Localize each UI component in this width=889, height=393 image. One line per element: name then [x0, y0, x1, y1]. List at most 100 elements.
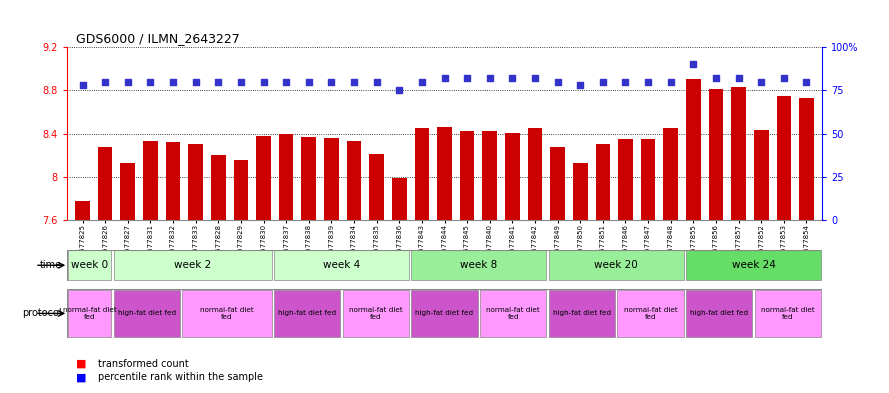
Text: high-fat diet fed: high-fat diet fed — [690, 310, 749, 316]
Bar — [663, 128, 678, 220]
Bar — [98, 147, 113, 220]
Text: week 0: week 0 — [71, 260, 108, 270]
Point — [301, 79, 316, 85]
Text: transformed count: transformed count — [98, 358, 188, 369]
Bar — [182, 290, 272, 337]
Bar — [799, 98, 813, 220]
Point — [347, 79, 361, 85]
Bar — [68, 250, 111, 280]
Point — [709, 75, 723, 81]
Text: week 20: week 20 — [595, 260, 638, 270]
Text: ■: ■ — [76, 372, 86, 382]
Text: high-fat diet fed: high-fat diet fed — [117, 310, 176, 316]
Text: week 24: week 24 — [732, 260, 775, 270]
Point — [234, 79, 248, 85]
Bar — [274, 290, 340, 337]
Bar — [732, 87, 746, 220]
Bar — [641, 139, 655, 220]
Bar — [617, 290, 684, 337]
Bar — [550, 147, 565, 220]
Bar — [301, 137, 316, 220]
Point — [415, 79, 429, 85]
Bar — [505, 132, 520, 220]
Text: high-fat diet fed: high-fat diet fed — [553, 310, 611, 316]
Bar — [755, 290, 821, 337]
Point — [619, 79, 633, 85]
Point — [143, 79, 157, 85]
Point — [437, 75, 452, 81]
Text: time: time — [40, 260, 62, 270]
Point — [256, 79, 270, 85]
Text: protocol: protocol — [22, 309, 62, 318]
Bar — [342, 290, 409, 337]
Text: normal-fat diet
fed: normal-fat diet fed — [624, 307, 677, 320]
Bar — [528, 128, 542, 220]
Bar — [279, 134, 293, 220]
Bar — [549, 290, 615, 337]
Point — [483, 75, 497, 81]
Bar — [324, 138, 339, 220]
Bar — [211, 155, 226, 220]
Bar — [392, 178, 406, 220]
Text: GDS6000 / ILMN_2643227: GDS6000 / ILMN_2643227 — [76, 32, 239, 45]
Bar — [347, 141, 361, 220]
Point — [279, 79, 293, 85]
Point — [528, 75, 542, 81]
Point — [370, 79, 384, 85]
Bar — [414, 128, 429, 220]
Point — [663, 79, 677, 85]
Bar — [143, 141, 157, 220]
Bar — [120, 163, 135, 220]
Bar — [480, 290, 547, 337]
Point — [505, 75, 519, 81]
Bar — [549, 250, 684, 280]
Point — [460, 75, 474, 81]
Bar — [776, 96, 791, 220]
Text: week 2: week 2 — [174, 260, 212, 270]
Bar — [437, 127, 452, 220]
Point — [754, 79, 768, 85]
Bar — [234, 160, 248, 220]
Point — [166, 79, 180, 85]
Bar — [709, 89, 724, 220]
Bar — [754, 130, 769, 220]
Bar — [114, 250, 272, 280]
Point — [212, 79, 226, 85]
Point — [777, 75, 791, 81]
Bar — [686, 79, 701, 220]
Point — [550, 79, 565, 85]
Point — [188, 79, 203, 85]
Bar — [460, 131, 475, 220]
Bar — [412, 290, 477, 337]
Text: high-fat diet fed: high-fat diet fed — [415, 310, 474, 316]
Bar — [165, 142, 180, 220]
Point — [392, 87, 406, 94]
Bar — [256, 136, 271, 220]
Point — [732, 75, 746, 81]
Bar — [76, 200, 90, 220]
Bar — [412, 250, 547, 280]
Text: ■: ■ — [76, 358, 86, 369]
Bar — [274, 250, 409, 280]
Text: normal-fat diet
fed: normal-fat diet fed — [63, 307, 116, 320]
Text: normal-fat diet
fed: normal-fat diet fed — [348, 307, 403, 320]
Point — [596, 79, 610, 85]
Bar — [596, 144, 610, 220]
Bar — [686, 250, 821, 280]
Bar — [618, 139, 633, 220]
Text: normal-fat diet
fed: normal-fat diet fed — [761, 307, 815, 320]
Bar — [686, 290, 752, 337]
Text: week 8: week 8 — [461, 260, 498, 270]
Text: normal-fat diet
fed: normal-fat diet fed — [200, 307, 254, 320]
Point — [324, 79, 339, 85]
Point — [98, 79, 112, 85]
Point — [641, 79, 655, 85]
Point — [799, 79, 813, 85]
Bar — [369, 154, 384, 220]
Point — [121, 79, 135, 85]
Bar — [68, 290, 111, 337]
Text: percentile rank within the sample: percentile rank within the sample — [98, 372, 263, 382]
Bar — [114, 290, 180, 337]
Text: week 4: week 4 — [323, 260, 360, 270]
Point — [686, 61, 701, 68]
